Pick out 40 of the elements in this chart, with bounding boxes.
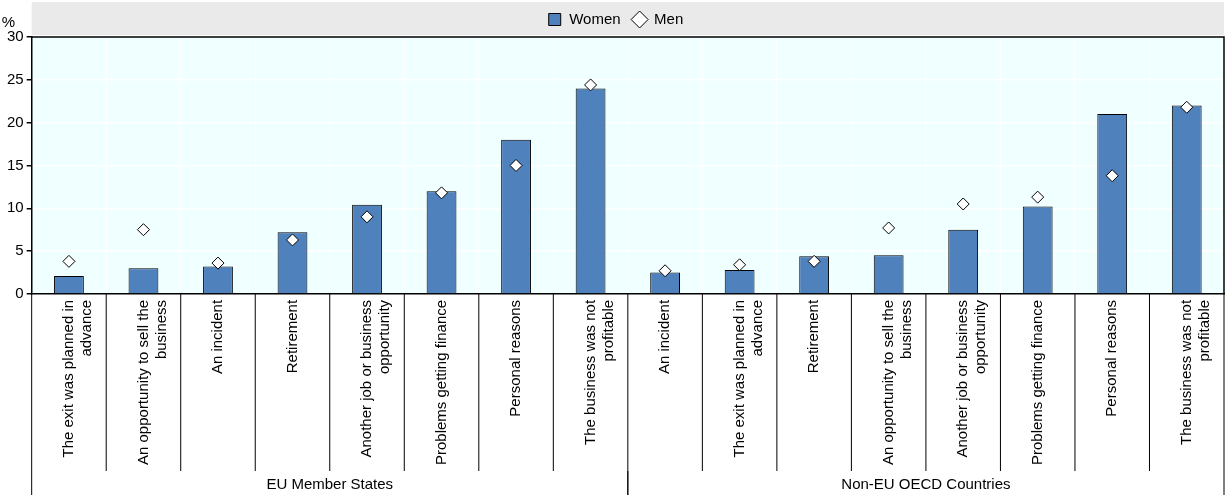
- x-tick-label: An incident: [208, 299, 226, 375]
- x-tick-label: An incident: [655, 299, 673, 375]
- legend-label: Men: [654, 9, 684, 27]
- legend-label: Women: [569, 9, 621, 27]
- x-tick-label: An opportunity to sell the business: [878, 299, 914, 466]
- x-tick-label: Problems getting finance: [431, 299, 449, 466]
- text: Non-EU OECD Countries: [841, 475, 1011, 493]
- point: [136, 223, 150, 237]
- point: [658, 264, 672, 278]
- point: [1180, 100, 1194, 114]
- x-tick-label: Retirement: [282, 299, 300, 374]
- x-tick-label: Retirement: [804, 299, 822, 374]
- point: [211, 256, 225, 270]
- x-tick-label: Personal reasons: [506, 299, 524, 417]
- point: [435, 186, 449, 200]
- x-tick-label: Problems getting finance: [1027, 299, 1045, 466]
- x-tick-label: The business was not profitable: [580, 299, 616, 445]
- point: [584, 78, 598, 92]
- point: [286, 233, 299, 247]
- point: [882, 221, 896, 235]
- text: EU Member States: [266, 475, 394, 493]
- y-tick-label: 10: [7, 198, 24, 216]
- point: [956, 197, 970, 211]
- x-tick-label: Personal reasons: [1102, 299, 1120, 417]
- point: [509, 158, 523, 172]
- x-tick-label: Another job or business opportunity: [357, 299, 393, 458]
- x-tick-label: The exit was planned in advance: [729, 299, 765, 458]
- y-tick-label: 25: [7, 69, 24, 87]
- y-tick-label: 20: [7, 112, 24, 130]
- y-tick-label: 15: [7, 155, 24, 173]
- x-tick-label: The exit was planned in advance: [59, 299, 95, 458]
- point: [807, 254, 821, 268]
- point: [360, 210, 374, 224]
- point: [1031, 190, 1045, 204]
- y-tick-label: 5: [15, 241, 24, 259]
- point: [1105, 169, 1119, 183]
- point: [62, 254, 76, 268]
- point: [733, 258, 747, 272]
- x-tick-label: The business was not profitable: [1176, 299, 1212, 445]
- y-tick-label: 0: [15, 284, 24, 302]
